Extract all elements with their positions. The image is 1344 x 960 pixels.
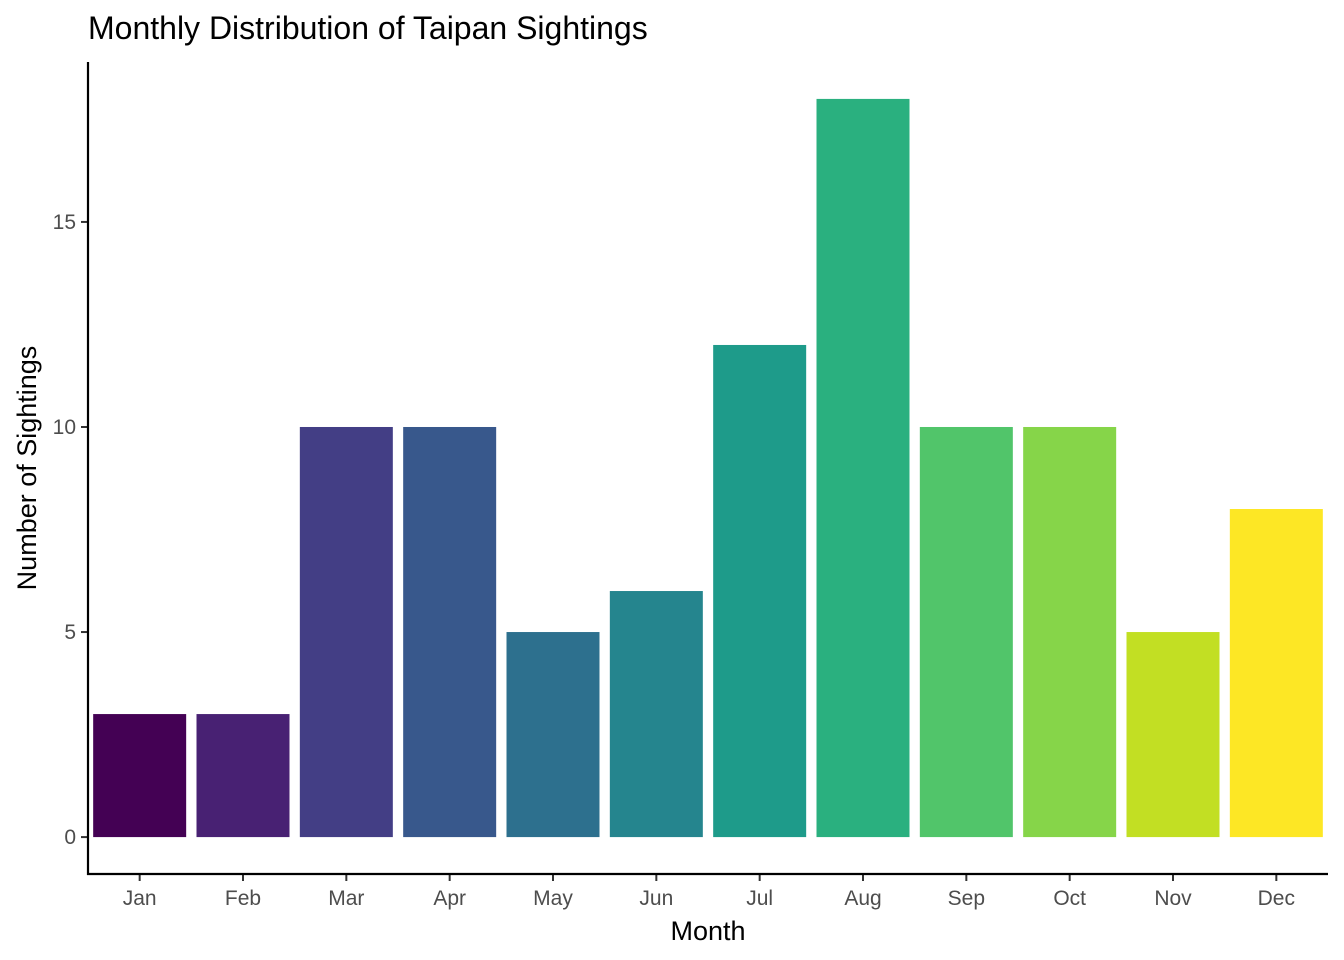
x-tick-label-dec: Dec [1258, 887, 1295, 910]
bar-jan [93, 714, 187, 838]
bar-oct [1023, 426, 1117, 838]
y-tick-label-5: 5 [64, 621, 76, 644]
y-tick-label-15: 15 [53, 211, 76, 234]
bar-aug [816, 98, 910, 838]
x-tick-label-jun: Jun [639, 887, 673, 910]
x-axis-ticks: Jan Feb Mar Apr May Jun Jul Aug Sep Oct Nov Dec [123, 874, 1295, 910]
x-tick-label-sep: Sep [948, 887, 985, 910]
bar-may [506, 632, 600, 838]
x-tick-label-mar: Mar [328, 887, 364, 910]
bar-nov [1126, 632, 1220, 838]
bar-jul [713, 344, 807, 838]
bar-dec [1229, 509, 1323, 838]
y-axis-ticks: 0 5 10 15 [53, 211, 88, 849]
x-axis-label: Month [670, 916, 745, 946]
y-tick-label-0: 0 [64, 826, 76, 849]
y-tick-label-10: 10 [53, 416, 76, 439]
x-tick-label-apr: Apr [433, 887, 466, 910]
x-tick-label-oct: Oct [1053, 887, 1086, 910]
bar-mar [299, 426, 393, 838]
bar-apr [403, 426, 497, 838]
x-tick-label-aug: Aug [844, 887, 881, 910]
chart-title: Monthly Distribution of Taipan Sightings [88, 10, 648, 46]
x-tick-label-may: May [533, 887, 573, 910]
x-tick-label-feb: Feb [225, 887, 261, 910]
bar-sep [919, 426, 1013, 838]
x-tick-label-jan: Jan [123, 887, 157, 910]
bars-group [93, 98, 1323, 838]
bar-feb [196, 714, 290, 838]
x-tick-label-nov: Nov [1154, 887, 1192, 910]
bar-jun [609, 591, 703, 838]
y-axis-label: Number of Sightings [12, 346, 42, 591]
x-tick-label-jul: Jul [746, 887, 773, 910]
